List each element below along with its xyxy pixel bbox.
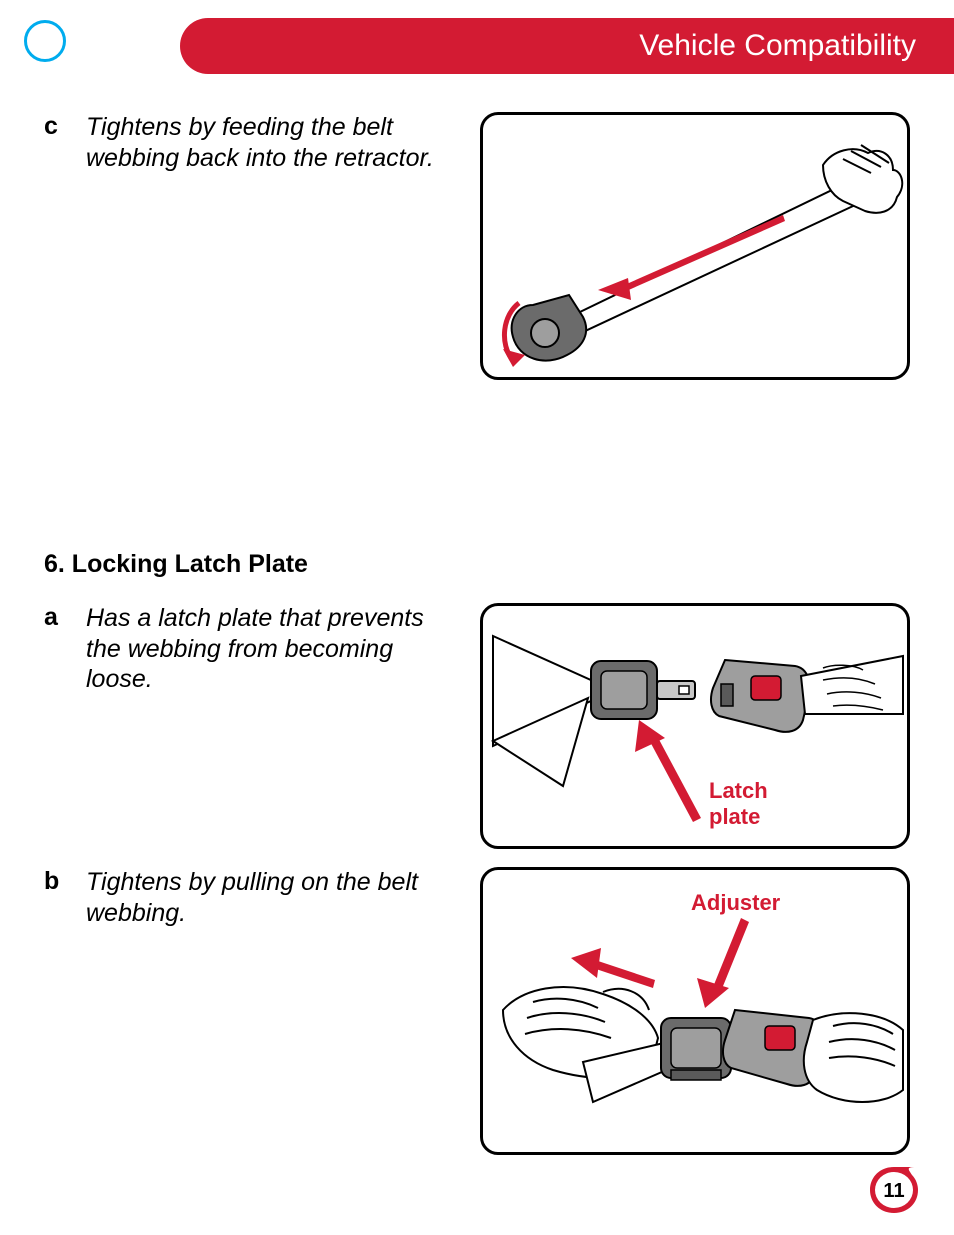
page-number-badge: 11 — [868, 1165, 920, 1215]
step-text: Tightens by feeding the belt webbing bac… — [86, 112, 448, 173]
step-letter: b — [44, 867, 66, 928]
step-letter: a — [44, 603, 66, 695]
step-b: b Tightens by pulling on the belt webbin… — [44, 867, 448, 928]
section-heading: 6. Locking Latch Plate — [44, 550, 910, 579]
page-number: 11 — [883, 1180, 904, 1202]
callout-adjuster: Adjuster — [691, 890, 781, 915]
figure-latch-plate: Latch plate — [480, 603, 910, 849]
figure-retractor — [480, 112, 910, 380]
step-text: Has a latch plate that prevents the webb… — [86, 603, 448, 695]
figure-adjuster: Adjuster — [480, 867, 910, 1155]
step-text: Tightens by pulling on the belt webbing. — [86, 867, 448, 928]
page-content: c Tightens by feeding the belt webbing b… — [44, 112, 910, 1171]
header-title: Vehicle Compatibility — [639, 29, 916, 63]
step-c: c Tightens by feeding the belt webbing b… — [44, 112, 448, 173]
callout-latch-l1: Latch — [709, 778, 768, 803]
page-marker-circle — [24, 20, 66, 62]
step-a: a Has a latch plate that prevents the we… — [44, 603, 448, 695]
callout-latch-l2: plate — [709, 804, 760, 829]
step-letter: c — [44, 112, 66, 173]
header-bar: Vehicle Compatibility — [180, 18, 954, 74]
